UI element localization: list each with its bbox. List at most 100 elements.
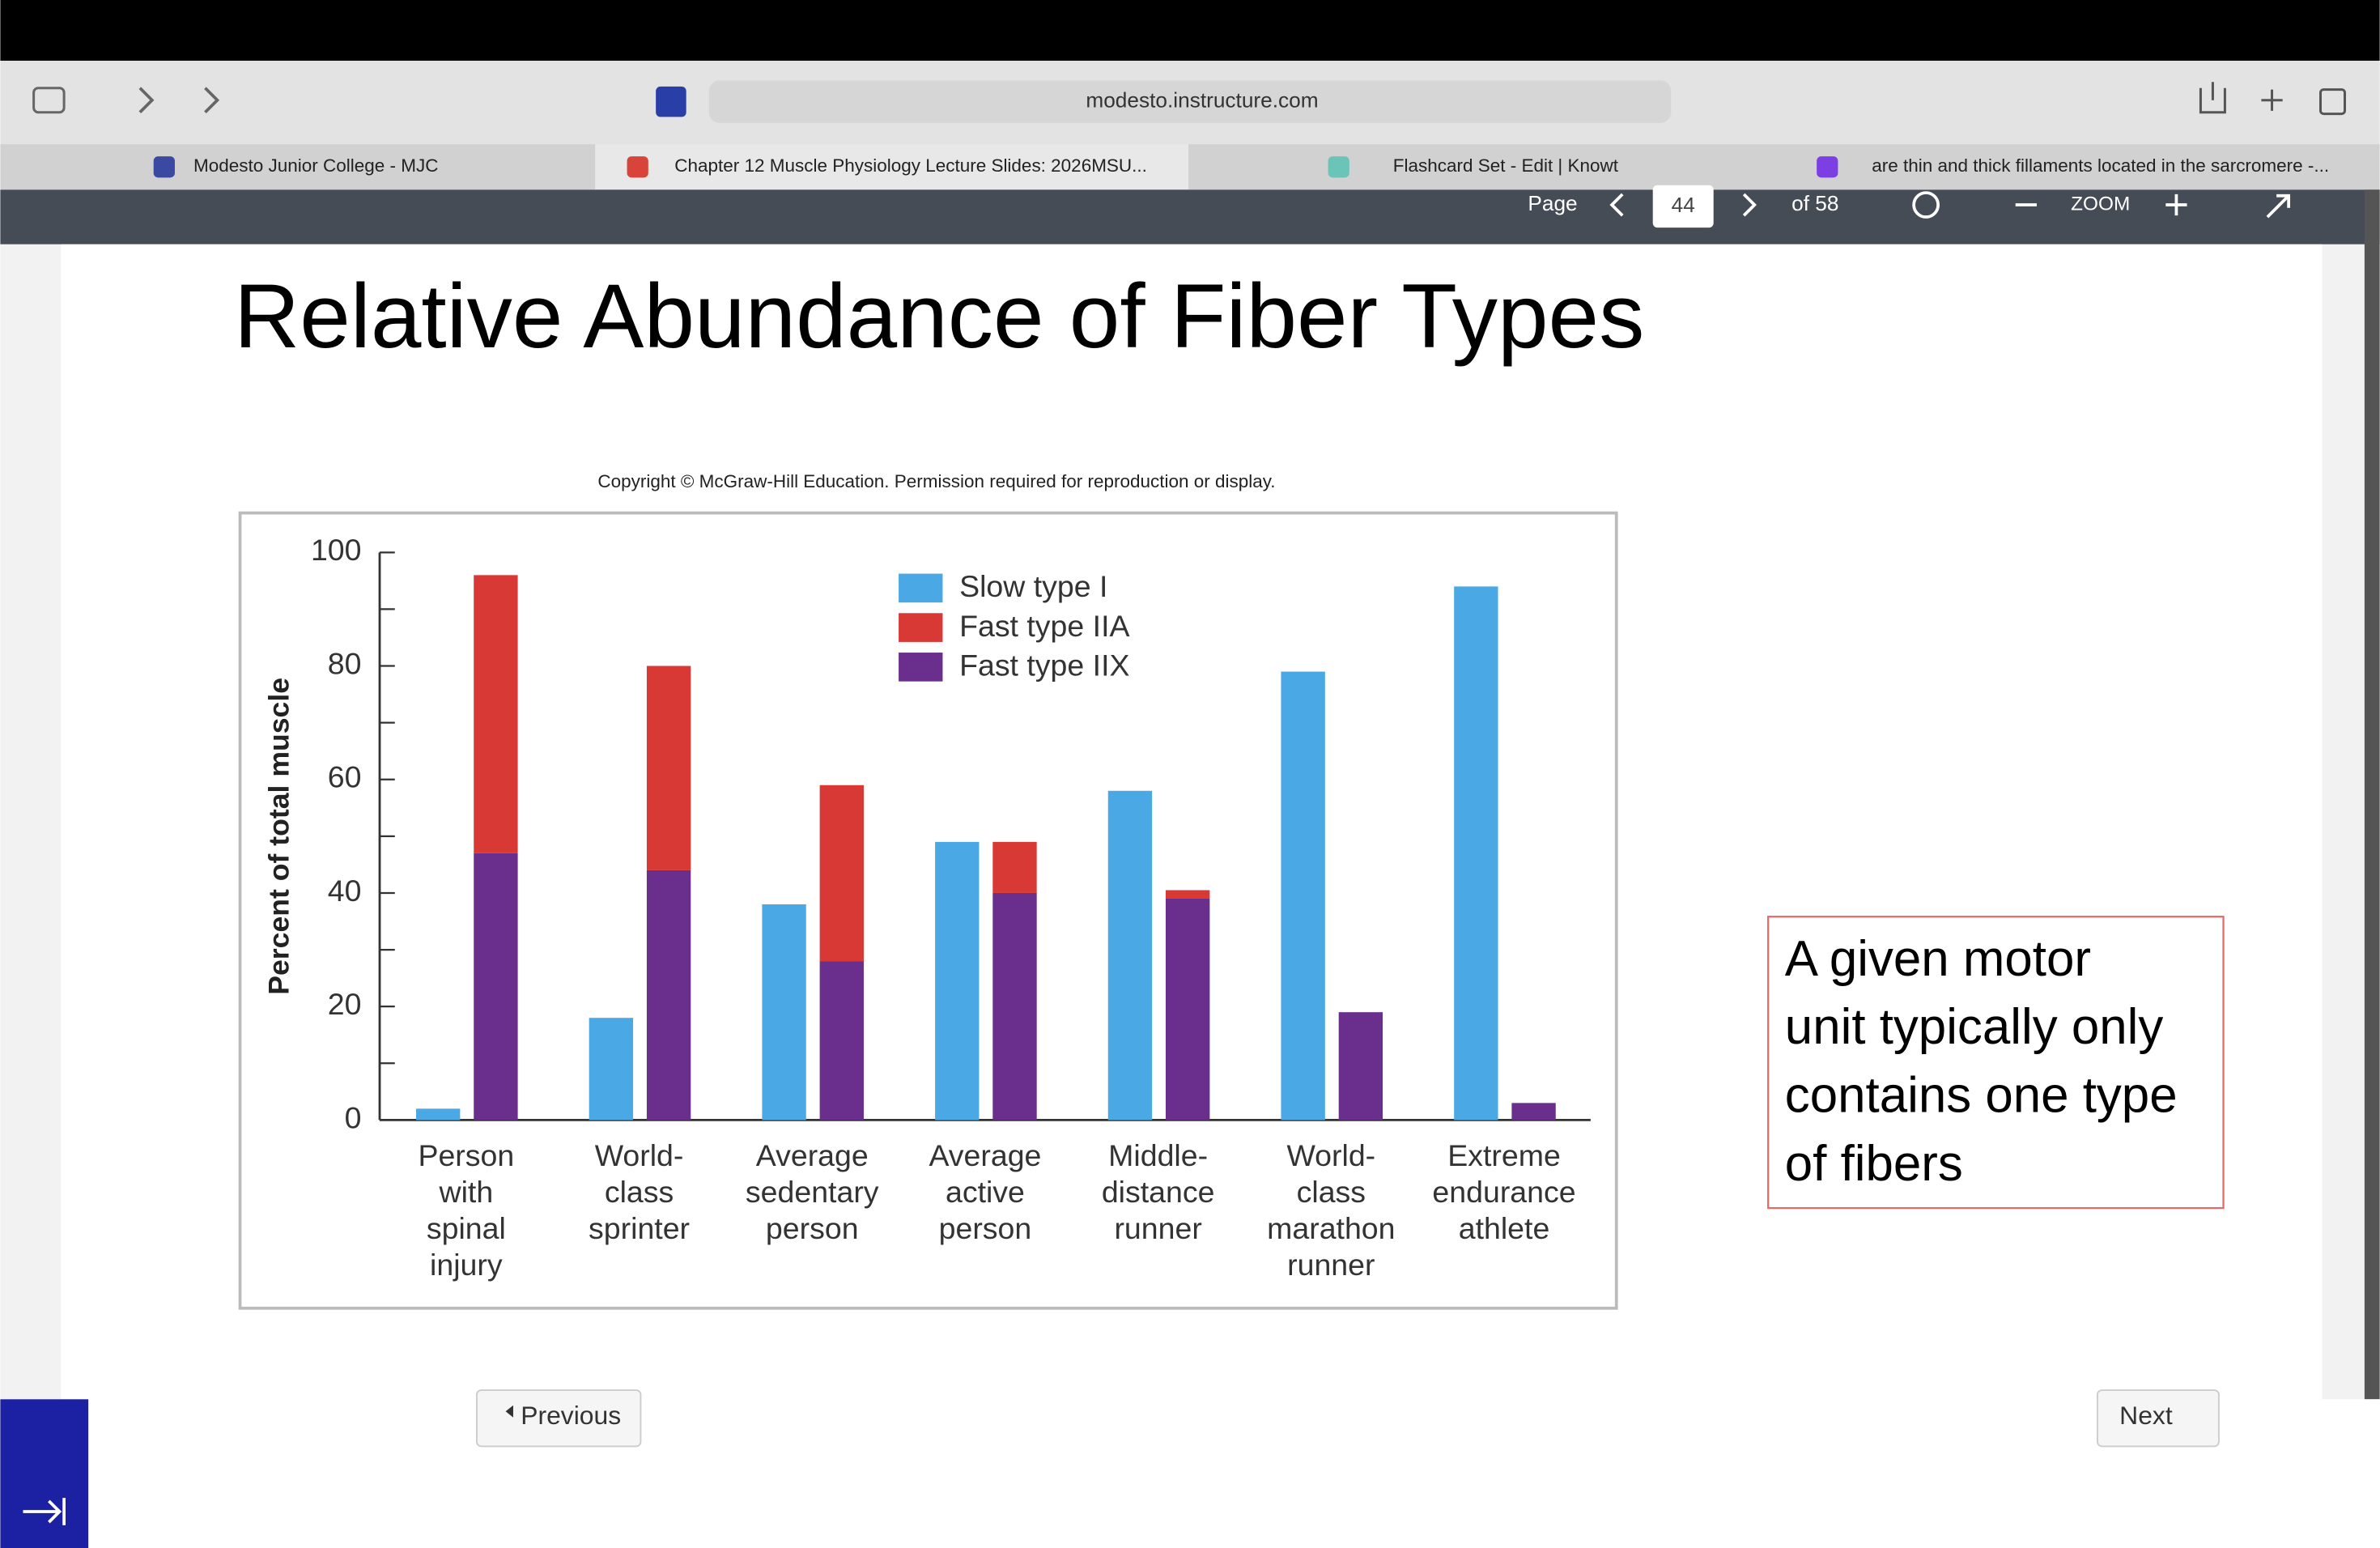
- bar-fast-type-iix: [474, 853, 518, 1121]
- bar-fast-type-iia: [474, 575, 518, 853]
- next-button[interactable]: [2097, 1389, 2220, 1448]
- x-tick-label: Extreme: [1447, 1138, 1561, 1172]
- x-tick-label: runner: [1114, 1211, 1201, 1245]
- previous-label: Previous: [521, 1401, 621, 1430]
- x-tick-label: endurance: [1432, 1175, 1575, 1209]
- x-tick-label: Middle-: [1108, 1138, 1208, 1172]
- note-line: contains one type: [1785, 1067, 2178, 1123]
- x-tick-label: sprinter: [589, 1211, 690, 1245]
- legend-label: Slow type I: [959, 569, 1107, 603]
- bar-fast-type-iia: [646, 666, 691, 870]
- page-arrows[interactable]: [1609, 193, 1757, 217]
- bar-fast-type-iia: [1166, 890, 1210, 899]
- x-tick-label: class: [605, 1175, 674, 1209]
- bar-slow-type-i: [935, 841, 980, 1121]
- x-tick-label: runner: [1287, 1248, 1375, 1282]
- page-input[interactable]: [1652, 185, 1714, 228]
- note-line: of fibers: [1785, 1136, 1963, 1192]
- active-tab[interactable]: [595, 144, 1189, 190]
- address-bar[interactable]: [708, 80, 1672, 123]
- y-tick-label: 0: [345, 1100, 362, 1134]
- x-tick-label: with: [439, 1175, 494, 1209]
- y-tick-label: 100: [311, 533, 362, 567]
- x-tick-label: athlete: [1459, 1211, 1550, 1245]
- tab-title: Modesto Junior College - MJC: [193, 155, 438, 176]
- tab-icon: [153, 156, 175, 178]
- nav-arrows[interactable]: [138, 87, 220, 114]
- bar-slow-type-i: [1454, 586, 1498, 1121]
- viewer-icons[interactable]: [2015, 194, 2291, 219]
- tabs-button[interactable]: [2319, 88, 2347, 116]
- x-tick-label: person: [766, 1211, 859, 1245]
- url: modesto.instructure.com: [1086, 88, 1318, 113]
- bar-slow-type-i: [1281, 671, 1325, 1121]
- sidebar-toggle-icon: [23, 1498, 66, 1525]
- footer: [0, 1399, 2380, 1548]
- chart-frame: [238, 511, 1618, 1310]
- bar-slow-type-i: [762, 904, 806, 1121]
- tab-title: Flashcard Set - Edit | Knowt: [1393, 155, 1619, 176]
- bar-fast-type-iix: [1511, 1103, 1556, 1121]
- next-label: Next: [2119, 1401, 2173, 1430]
- tab-icon: [627, 156, 648, 178]
- page-number: 44: [1672, 193, 1695, 217]
- x-tick-label: Average: [756, 1138, 869, 1172]
- y-tick-label: 80: [328, 646, 362, 680]
- x-tick-label: person: [939, 1211, 1032, 1245]
- bar-fast-type-iia: [819, 785, 864, 962]
- legend-label: Fast type IIX: [959, 649, 1129, 683]
- x-tick-label: active: [946, 1175, 1025, 1209]
- previous-button[interactable]: [476, 1389, 642, 1448]
- note-line: unit typically only: [1785, 999, 2164, 1055]
- legend-swatch: [899, 573, 943, 603]
- rotate-button[interactable]: [1912, 191, 1940, 219]
- page-label: Page: [1528, 191, 1577, 215]
- sidebar-button[interactable]: [32, 87, 66, 114]
- note-line: A given motor: [1785, 931, 2091, 987]
- bar-fast-type-iix: [1166, 898, 1210, 1121]
- reader-icon[interactable]: [656, 86, 686, 117]
- page-count: of 58: [1791, 191, 1838, 215]
- top-bar: [0, 0, 2380, 61]
- copyright: Copyright © McGraw-Hill Education. Permi…: [597, 471, 1275, 491]
- bar-fast-type-iix: [819, 961, 864, 1121]
- sidebar-toggle[interactable]: [0, 1399, 89, 1548]
- y-axis-label: Percent of total muscle: [263, 678, 295, 995]
- y-tick-label: 20: [328, 987, 362, 1021]
- scrollbar: [2364, 189, 2380, 1400]
- bar-fast-type-iix: [1338, 1012, 1383, 1121]
- bar-slow-type-i: [1107, 790, 1153, 1121]
- x-tick-label: class: [1297, 1175, 1366, 1209]
- x-tick-label: World-: [1286, 1138, 1375, 1172]
- x-tick-label: World-: [595, 1138, 684, 1172]
- slide-title: Relative Abundance of Fiber Types: [234, 265, 1644, 367]
- toolbar-icons[interactable]: [2199, 82, 2283, 114]
- x-tick-label: sedentary: [746, 1175, 879, 1209]
- y-tick-label: 40: [328, 874, 362, 908]
- legend-swatch: [899, 613, 943, 642]
- bar-slow-type-i: [589, 1018, 634, 1121]
- x-tick-label: injury: [430, 1248, 503, 1282]
- bar-slow-type-i: [416, 1108, 461, 1121]
- viewer-bar: [0, 189, 2380, 245]
- bar-fast-type-iix: [646, 870, 691, 1121]
- x-tick-label: Person: [418, 1138, 514, 1172]
- tab-strip: [0, 144, 2380, 190]
- tab-title: Chapter 12 Muscle Physiology Lecture Sli…: [674, 155, 1147, 176]
- y-tick-label: 60: [328, 760, 362, 794]
- tab-title: are thin and thick fillaments located in…: [1872, 155, 2329, 176]
- tab-icon: [1817, 156, 1838, 178]
- x-tick-label: distance: [1102, 1175, 1215, 1209]
- tab-icon: [1328, 156, 1349, 178]
- x-tick-label: spinal: [427, 1211, 506, 1245]
- zoom-label: ZOOM: [2071, 193, 2130, 215]
- x-tick-label: Average: [929, 1138, 1041, 1172]
- legend-swatch: [899, 653, 943, 682]
- note-box: [1767, 916, 2225, 1210]
- bar-fast-type-iix: [992, 892, 1037, 1121]
- bar-fast-type-iia: [992, 841, 1037, 893]
- legend-label: Fast type IIA: [959, 609, 1129, 643]
- x-tick-label: marathon: [1267, 1211, 1395, 1245]
